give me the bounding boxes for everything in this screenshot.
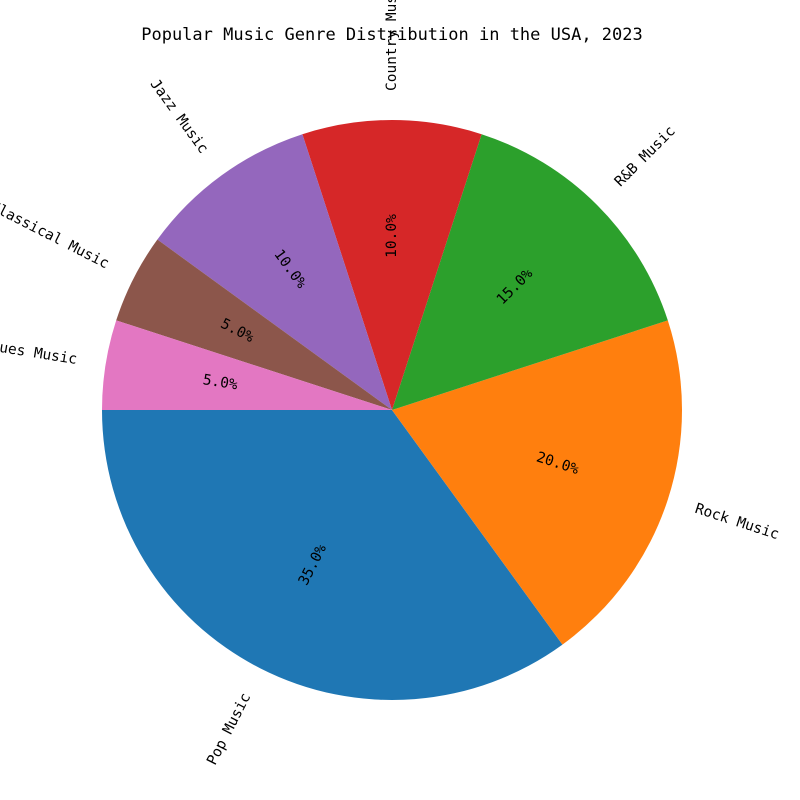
pie-slice-blues-music: [102, 320, 392, 410]
slice-label-country-music: Country Music: [384, 0, 400, 91]
slice-label-blues-music: Blues Music: [0, 337, 78, 368]
slices-layer: [102, 119, 682, 700]
slice-label-jazz-music: Jazz Music: [147, 77, 211, 157]
slice-label-rock-music: Rock Music: [693, 501, 781, 543]
pie-slice-pop-music: [102, 410, 563, 700]
pie-slice-jazz-music: [157, 134, 392, 410]
slice-label-randb-music: R&B Music: [612, 123, 679, 190]
slice-label-classical-music: Classical Music: [0, 199, 111, 273]
chart-title: Popular Music Genre Distribution in the …: [141, 25, 643, 45]
pie-slice-randb-music: [392, 134, 668, 410]
slice-label-pop-music: Pop Music: [204, 691, 254, 768]
pct-label-blues-music: 5.0%: [202, 372, 239, 393]
pie-slice-classical-music: [116, 239, 393, 410]
pct-label-country-music: 10.0%: [384, 214, 400, 258]
pie-slice-rock-music: [392, 320, 682, 645]
pie-slice-country-music: [302, 119, 482, 410]
